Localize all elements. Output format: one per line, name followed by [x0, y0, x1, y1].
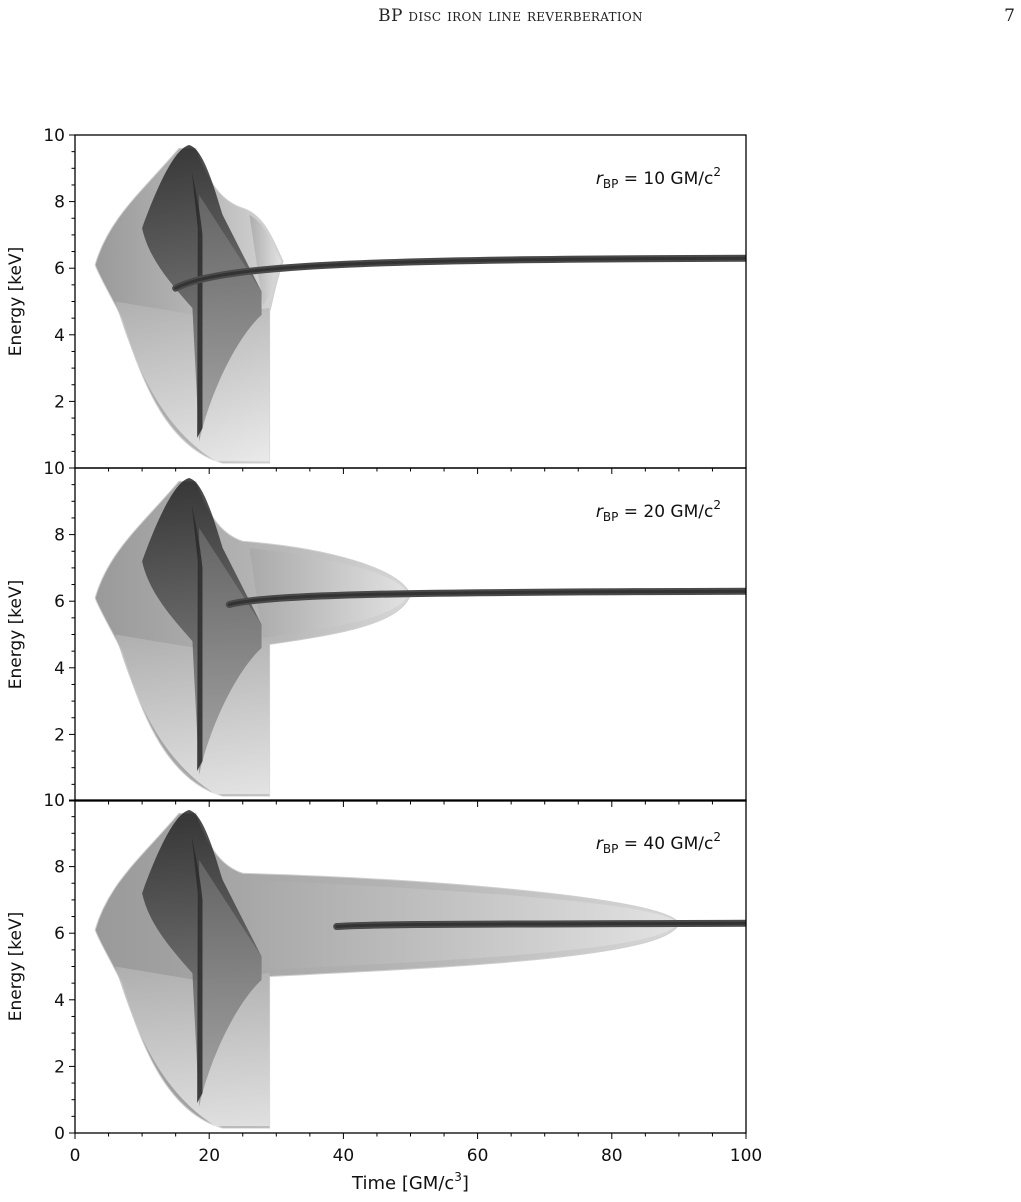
y-tick-label: 2 — [54, 725, 65, 745]
x-axis-label-main: Time [GM/c — [351, 1173, 454, 1194]
annotation-subscript: BP — [603, 177, 618, 191]
inner-wedge — [199, 194, 262, 442]
running-title: BP disc iron line reverberation — [378, 6, 643, 26]
y-axis-label: Energy [keV] — [6, 580, 26, 690]
annotation-symbol: r — [596, 169, 604, 189]
outer-wing — [249, 214, 282, 305]
x-tick-label: 40 — [333, 1146, 355, 1166]
y-tick-label: 10 — [43, 459, 65, 479]
heatmap-layer — [94, 809, 746, 1129]
y-tick-label: 8 — [54, 193, 65, 213]
annotation-symbol: r — [596, 834, 604, 854]
annotation-superscript: 2 — [713, 498, 721, 512]
heatmap-layer — [94, 477, 746, 797]
x-tick-label: 60 — [467, 1146, 489, 1166]
rbp-annotation: rBP = 10 GM/c2 — [596, 165, 721, 191]
line-ridge-core — [335, 921, 746, 929]
annotation-value: = 20 GM/c — [618, 502, 713, 522]
x-tick-label: 80 — [601, 1146, 623, 1166]
y-tick-label: 6 — [54, 592, 65, 612]
y-axis-label: Energy [keV] — [6, 247, 26, 357]
annotation-superscript: 2 — [713, 165, 721, 179]
heatmap-layer — [94, 144, 746, 464]
line-ridge-core — [227, 589, 746, 607]
caustic-band — [191, 171, 203, 439]
y-tick-label: 10 — [43, 126, 65, 146]
rbp-annotation: rBP = 20 GM/c2 — [596, 498, 721, 524]
x-axis-label-end: ] — [462, 1173, 469, 1194]
caustic-band — [191, 836, 203, 1104]
x-tick-label: 0 — [70, 1146, 81, 1166]
y-tick-label: 10 — [43, 791, 65, 811]
annotation-symbol: r — [596, 502, 604, 522]
annotation-value: = 40 GM/c — [618, 834, 713, 854]
y-tick-label: 6 — [54, 924, 65, 944]
x-axis-label: Time [GM/c3] — [351, 1170, 469, 1194]
y-axis-label: Energy [keV] — [6, 912, 26, 1022]
inner-wedge — [199, 527, 262, 775]
y-tick-label: 4 — [54, 991, 65, 1011]
caustic-band — [191, 504, 203, 772]
page-header: BP disc iron line reverberation 7 — [0, 6, 1021, 32]
y-tick-label: 8 — [54, 858, 65, 878]
line-ridge-core — [174, 256, 746, 290]
y-tick-label: 4 — [54, 326, 65, 346]
annotation-subscript: BP — [603, 510, 618, 524]
inner-wedge — [199, 859, 262, 1107]
annotation-subscript: BP — [603, 842, 618, 856]
y-tick-label: 2 — [54, 392, 65, 412]
y-tick-label: 6 — [54, 259, 65, 279]
x-tick-label: 20 — [198, 1146, 220, 1166]
x-axis-label-sup: 3 — [454, 1170, 462, 1184]
page-number: 7 — [1004, 6, 1015, 26]
y-tick-label: 4 — [54, 659, 65, 679]
y-tick-label: 2 — [54, 1057, 65, 1077]
annotation-value: = 10 GM/c — [618, 169, 713, 189]
annotation-superscript: 2 — [713, 830, 721, 844]
x-tick-label: 100 — [730, 1146, 762, 1166]
y-tick-label: 0 — [54, 1124, 65, 1144]
y-tick-label: 8 — [54, 526, 65, 546]
rbp-annotation: rBP = 40 GM/c2 — [596, 830, 721, 856]
